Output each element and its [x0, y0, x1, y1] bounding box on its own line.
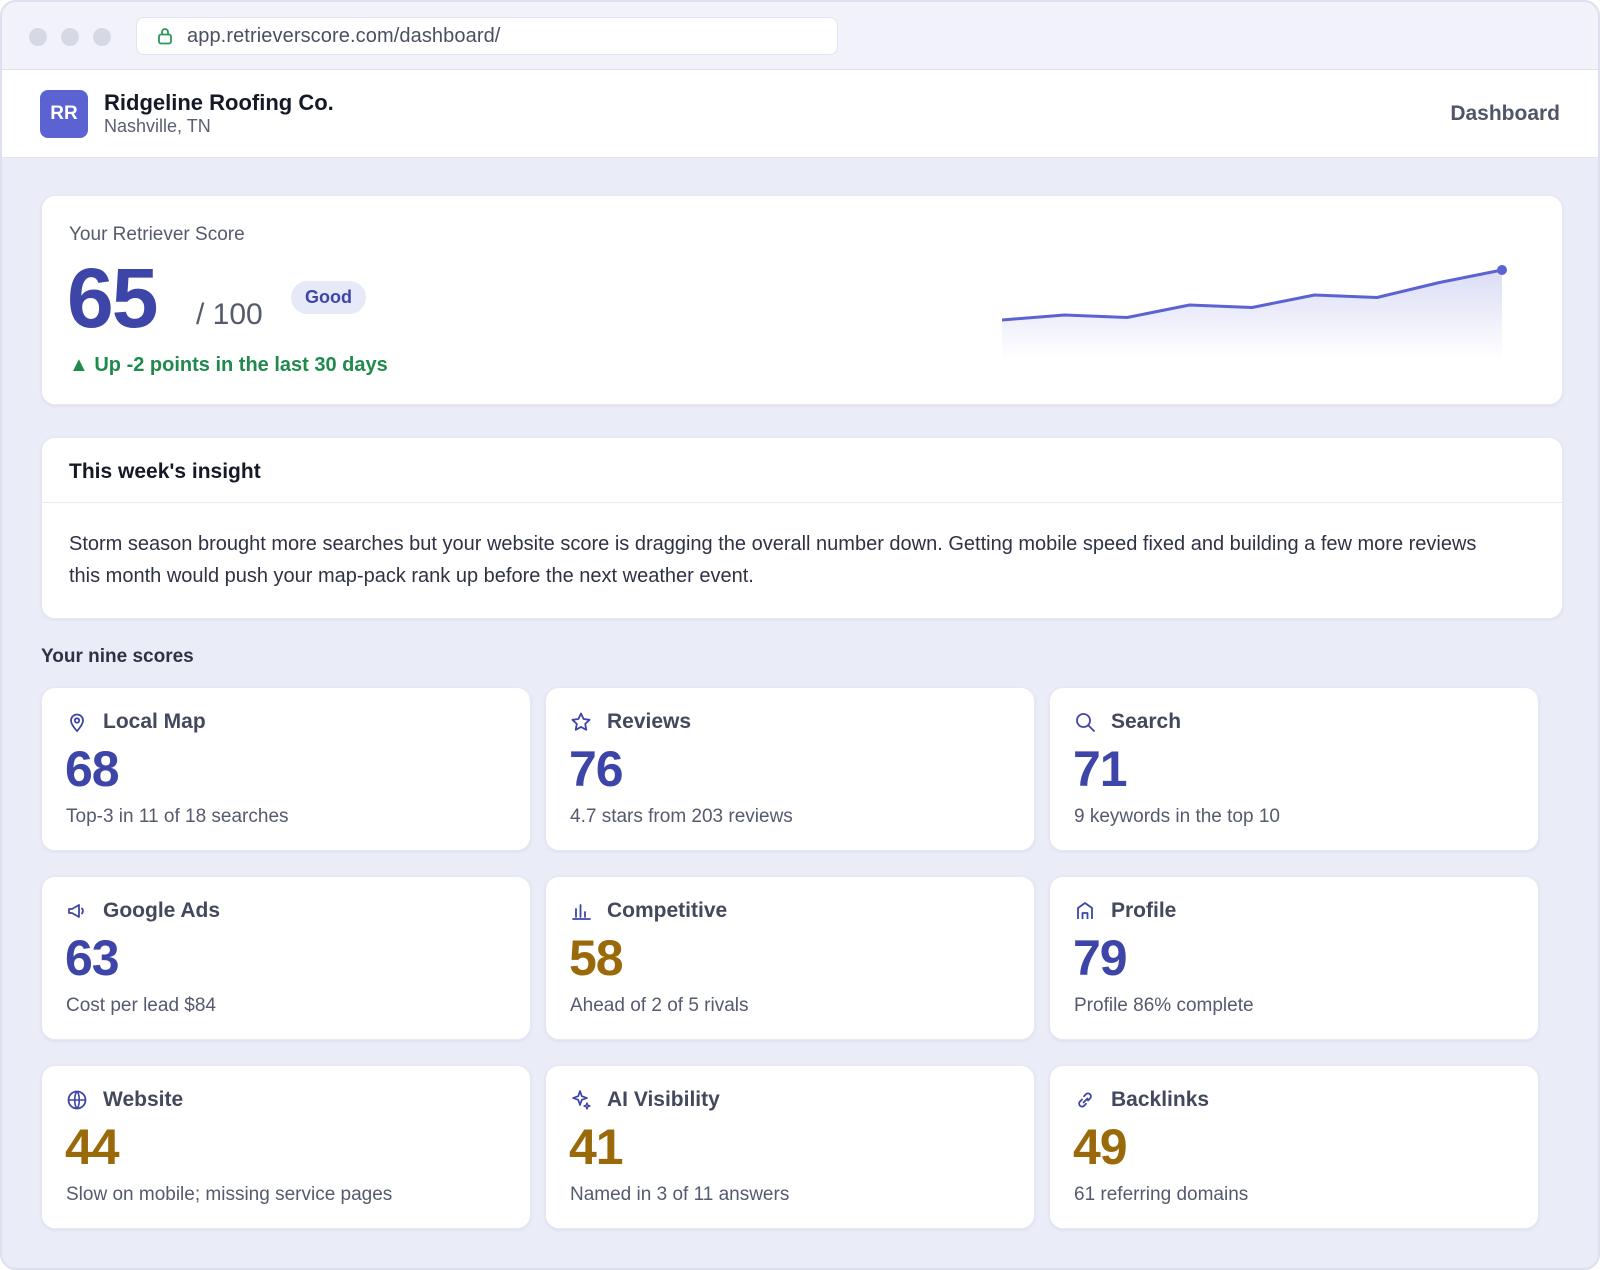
map-pin-icon: [70, 713, 84, 733]
sparkline-point: [1497, 265, 1507, 275]
status-badge: Good: [291, 281, 366, 314]
retriever-score-card: Your Retriever Score 65 / 100 Good ▲ Up …: [41, 195, 1563, 405]
score-card-reviews[interactable]: Reviews 76 4.7 stars from 203 reviews: [545, 687, 1035, 851]
score-card-header: Search: [1074, 710, 1181, 734]
score-card-title: Local Map: [103, 710, 206, 733]
score-card-description: 61 referring domains: [1074, 1184, 1249, 1205]
score-card-ai-visibility[interactable]: AI Visibility 41 Named in 3 of 11 answers: [545, 1065, 1035, 1229]
score-card-header: Website: [66, 1088, 183, 1112]
score-card-value: 44: [65, 1119, 120, 1175]
megaphone-icon: [68, 904, 84, 918]
score-card-header: Competitive: [570, 899, 727, 923]
score-card-title: AI Visibility: [607, 1088, 720, 1111]
business-name: Ridgeline Roofing Co.: [104, 90, 334, 115]
score-card-description: Top-3 in 11 of 18 searches: [66, 806, 289, 827]
score-card-value: 76: [569, 741, 624, 797]
sparkline-area: [1002, 270, 1502, 360]
sparkline-line: [1002, 268, 1503, 322]
storefront-icon: [1077, 902, 1093, 919]
score-card-profile[interactable]: Profile 79 Profile 86% complete: [1049, 876, 1539, 1040]
nav-dashboard-link[interactable]: Dashboard: [1450, 102, 1560, 125]
score-card-description: Cost per lead $84: [66, 995, 216, 1016]
score-card-backlinks[interactable]: Backlinks 49 61 referring domains: [1049, 1065, 1539, 1229]
link-icon: [1078, 1092, 1092, 1108]
score-card-description: Named in 3 of 11 answers: [570, 1184, 790, 1205]
score-max: / 100: [196, 298, 263, 331]
star-icon: [571, 712, 591, 731]
score-card-description: Slow on mobile; missing service pages: [66, 1184, 393, 1205]
score-card-header: Google Ads: [66, 899, 220, 923]
score-card-header: Backlinks: [1074, 1088, 1209, 1112]
score-card-competitive[interactable]: Competitive 58 Ahead of 2 of 5 rivals: [545, 876, 1035, 1040]
score-card-description: Profile 86% complete: [1074, 995, 1254, 1016]
window-close-dot[interactable]: [29, 28, 47, 46]
score-label: Your Retriever Score: [69, 224, 245, 245]
score-sparkline: [1002, 265, 1507, 360]
score-card-value: 71: [1073, 741, 1128, 797]
score-card-title: Website: [103, 1088, 184, 1111]
address-bar[interactable]: app.retrieverscore.com/dashboard/: [136, 17, 838, 55]
score-card-value: 68: [65, 741, 120, 797]
score-card-description: Ahead of 2 of 5 rivals: [570, 995, 749, 1016]
score-card-website[interactable]: Website 44 Slow on mobile; missing service…: [41, 1065, 531, 1229]
score-card-search[interactable]: Search 71 9 keywords in the top 10: [1049, 687, 1539, 851]
score-card-value: 49: [1073, 1119, 1128, 1175]
insight-divider: [42, 502, 1562, 503]
score-card-description: 4.7 stars from 203 reviews: [570, 806, 793, 827]
bar-chart-icon: [572, 904, 591, 920]
lock-icon: [158, 28, 172, 45]
score-card-google-ads[interactable]: Google Ads 63 Cost per lead $84: [41, 876, 531, 1040]
search-icon: [1076, 713, 1095, 732]
app-header: RR Ridgeline Roofing Co. Nashville, TN D…: [2, 70, 1598, 158]
score-card-description: 9 keywords in the top 10: [1074, 806, 1280, 827]
window-maximize-dot[interactable]: [93, 28, 111, 46]
score-card-value: 63: [65, 930, 120, 986]
score-card-value: 41: [569, 1119, 624, 1175]
score-card-header: Profile: [1074, 899, 1176, 923]
globe-icon: [67, 1090, 87, 1110]
score-card-title: Profile: [1111, 899, 1177, 922]
score-card-local-map[interactable]: Local Map 68 Top-3 in 11 of 18 searches: [41, 687, 531, 851]
score-card-header: AI Visibility: [570, 1088, 720, 1112]
score-card-value: 79: [1073, 930, 1128, 986]
score-card-title: Google Ads: [103, 899, 221, 922]
insight-card: This week's insight Storm season brought…: [41, 437, 1563, 619]
score-value: 65: [67, 251, 158, 345]
score-card-title: Backlinks: [1111, 1088, 1210, 1111]
score-card-title: Search: [1111, 710, 1182, 733]
score-card-title: Reviews: [607, 710, 692, 733]
insight-body: Storm season brought more searches but y…: [69, 533, 1477, 587]
window-minimize-dot[interactable]: [61, 28, 79, 46]
score-card-header: Local Map: [66, 710, 206, 734]
url-text: app.retrieverscore.com/dashboard/: [187, 24, 501, 47]
insight-title: This week's insight: [69, 460, 261, 483]
browser-chrome: app.retrieverscore.com/dashboard/: [2, 2, 1598, 70]
score-card-header: Reviews: [570, 710, 691, 734]
business-avatar: RR: [40, 90, 88, 138]
score-card-value: 58: [569, 930, 624, 986]
score-card-title: Competitive: [607, 899, 728, 922]
score-trend: ▲ Up -2 points in the last 30 days: [69, 354, 388, 376]
metrics-section-label: Your nine scores: [41, 646, 194, 667]
business-location: Nashville, TN: [104, 116, 211, 136]
sparkle-icon: [572, 1090, 591, 1110]
